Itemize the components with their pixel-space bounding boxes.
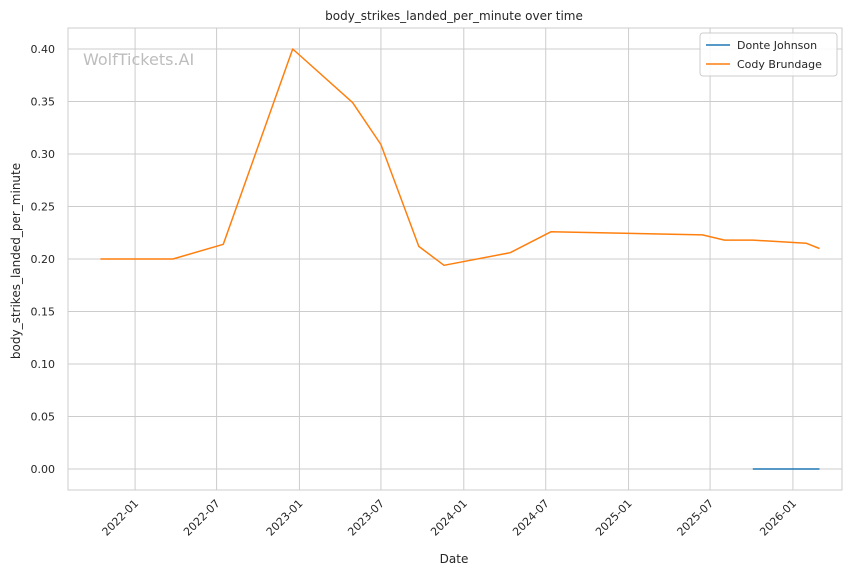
x-tick-label: 2022-07 bbox=[181, 497, 223, 539]
y-tick-label: 0.35 bbox=[31, 96, 56, 109]
y-tick-label: 0.25 bbox=[31, 201, 56, 214]
y-tick-label: 0.10 bbox=[31, 358, 56, 371]
y-tick-label: 0.15 bbox=[31, 306, 56, 319]
legend-box bbox=[699, 32, 838, 77]
y-axis-ticks: 0.00 0.05 0.10 0.15 0.20 0.25 0.30 0.35 0.40 bbox=[31, 43, 56, 476]
series-layer bbox=[100, 48, 820, 470]
watermark: WolfTickets.AI bbox=[83, 50, 194, 69]
x-axis-ticks: 2022-01 2022-07 2023-01 2023-07 2024-01 2024-… bbox=[100, 497, 800, 539]
y-tick-label: 0.40 bbox=[31, 43, 56, 56]
x-tick-label: 2025-01 bbox=[593, 497, 635, 539]
x-tick-label: 2024-07 bbox=[510, 497, 552, 539]
x-axis-title: Date bbox=[440, 552, 469, 566]
legend-label: Cody Brundage bbox=[737, 58, 822, 71]
y-axis-title: body_strikes_landed_per_minute bbox=[9, 163, 23, 359]
grid bbox=[68, 28, 842, 490]
x-tick-label: 2026-01 bbox=[757, 497, 799, 539]
legend: Donte Johnson Cody Brundage bbox=[699, 32, 838, 77]
y-tick-label: 0.05 bbox=[31, 411, 56, 424]
legend-label: Donte Johnson bbox=[737, 39, 817, 52]
chart-title: body_strikes_landed_per_minute over time bbox=[325, 9, 583, 23]
y-tick-label: 0.30 bbox=[31, 148, 56, 161]
y-tick-label: 0.20 bbox=[31, 253, 56, 266]
x-tick-label: 2023-01 bbox=[264, 497, 306, 539]
series-line-1 bbox=[100, 48, 820, 267]
x-tick-label: 2022-01 bbox=[100, 497, 142, 539]
x-tick-label: 2024-01 bbox=[428, 497, 470, 539]
plot-frame bbox=[67, 27, 843, 491]
y-tick-label: 0.00 bbox=[31, 463, 56, 476]
x-tick-label: 2023-07 bbox=[345, 497, 387, 539]
x-tick-label: 2025-07 bbox=[674, 497, 716, 539]
